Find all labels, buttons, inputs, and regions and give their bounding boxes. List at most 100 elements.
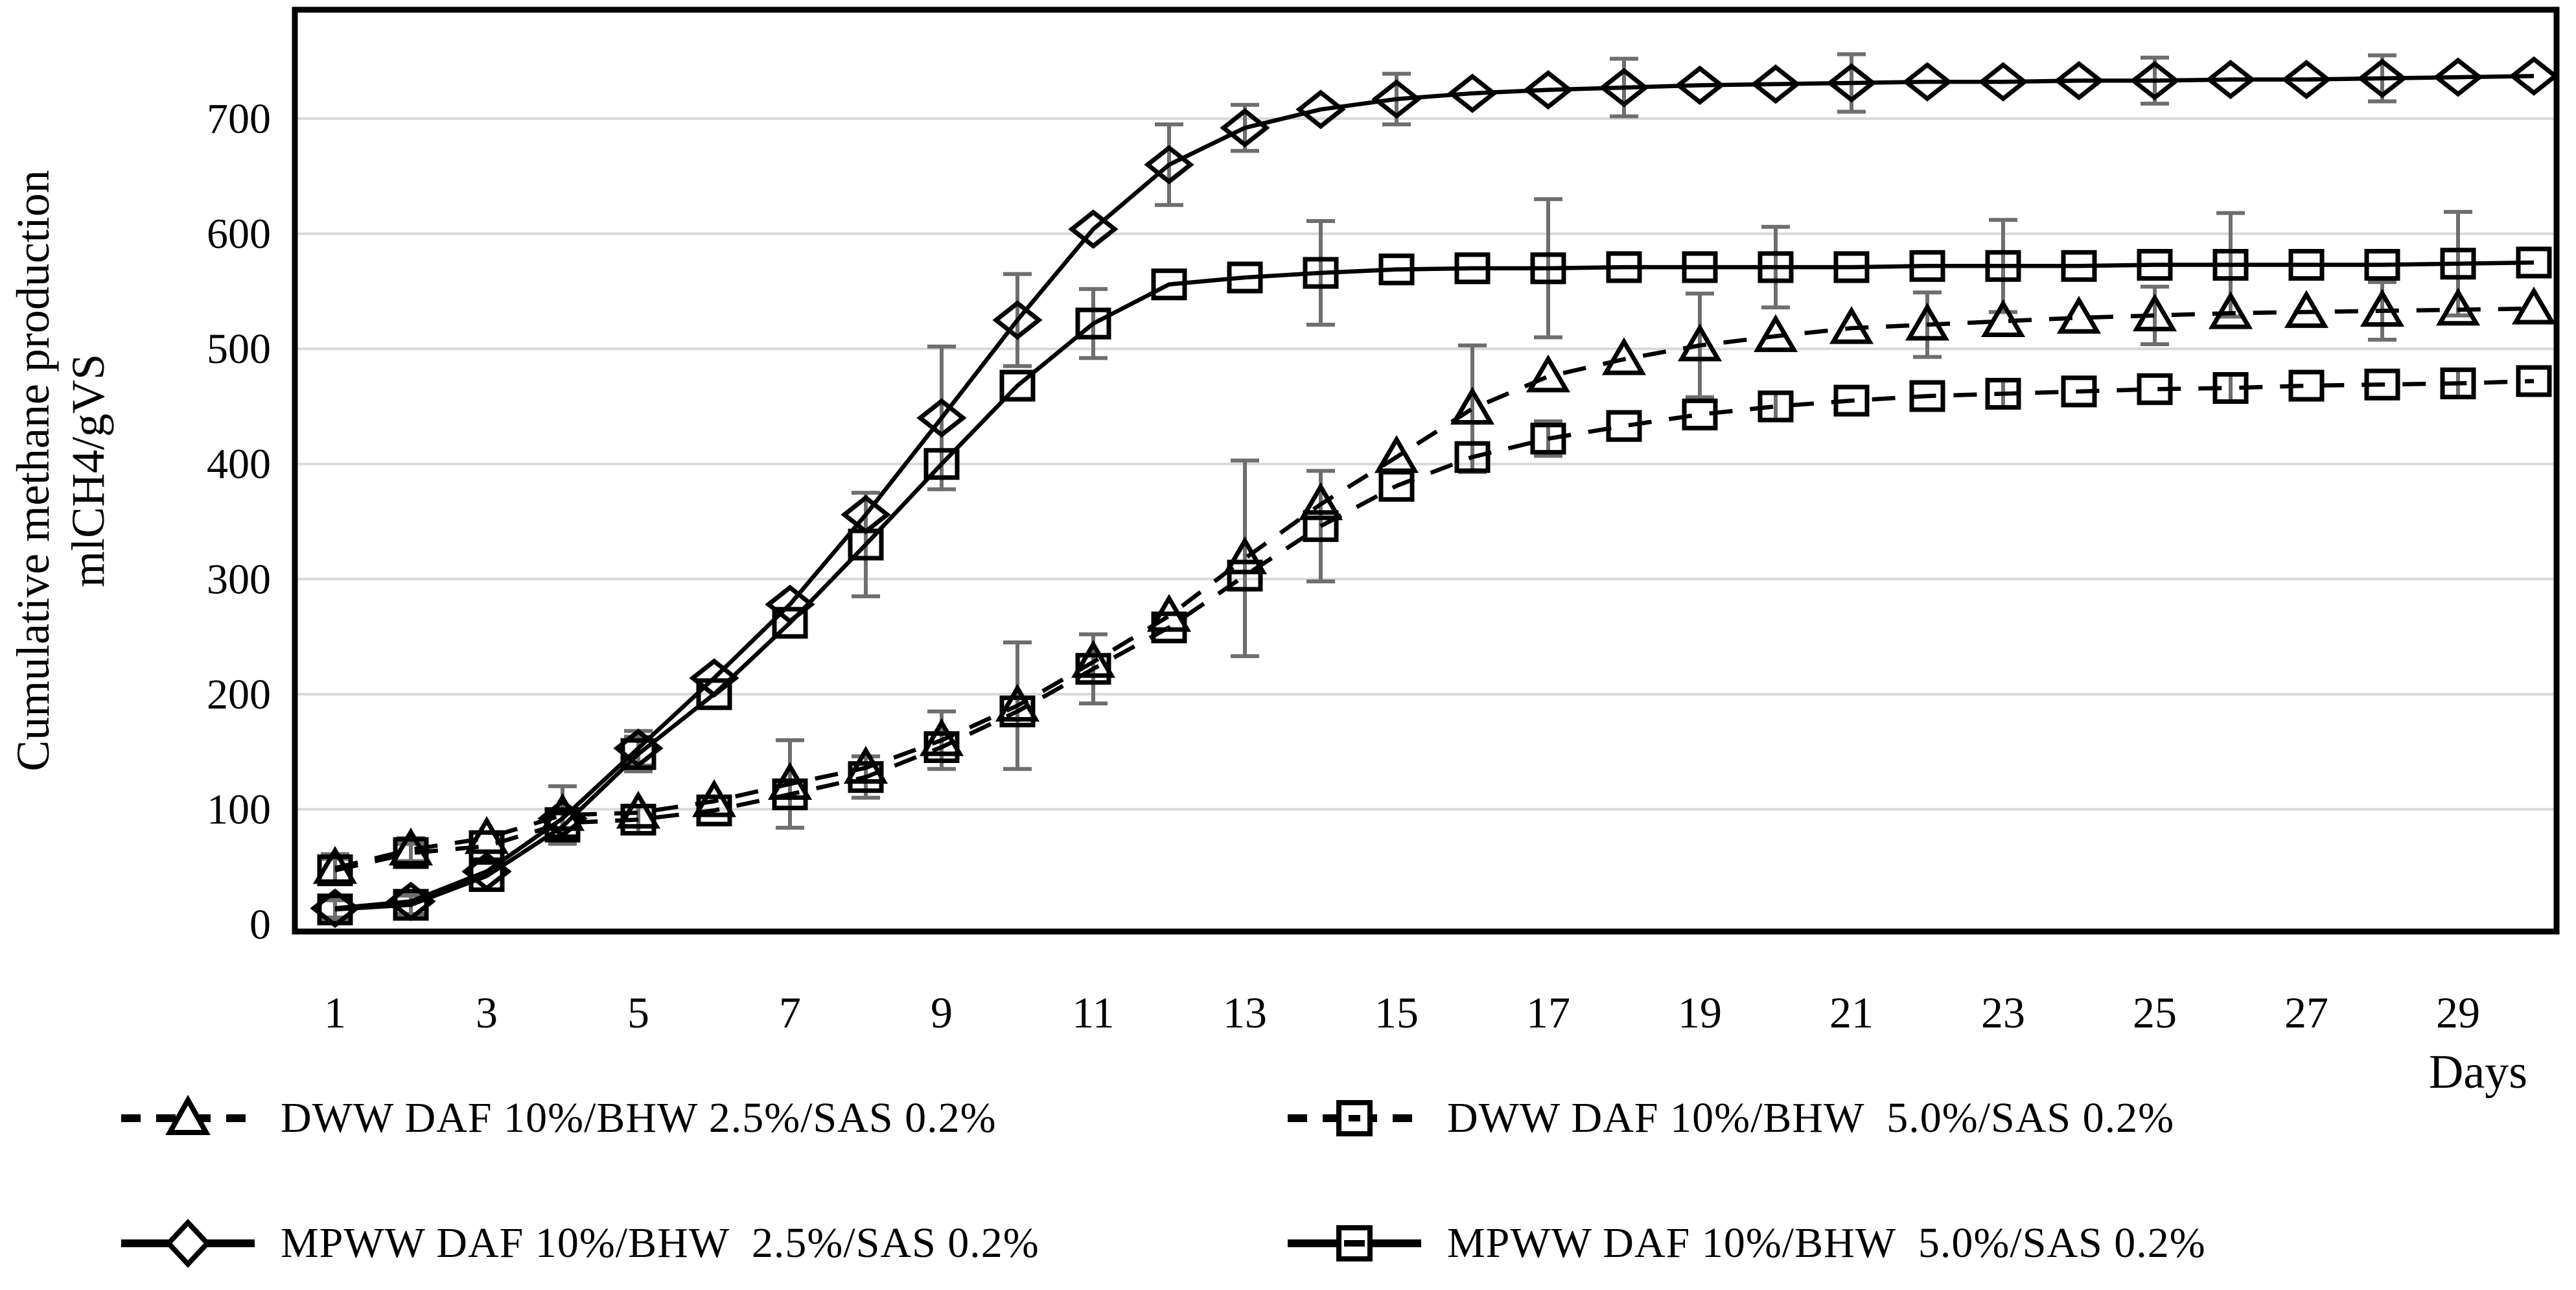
marker-triangle-s0-d27 <box>2284 290 2329 328</box>
marker-triangle-s0-d26 <box>2208 291 2253 329</box>
marker-triangle-s0-d24 <box>2056 296 2102 334</box>
marker-triangle-s0-d3 <box>464 815 509 854</box>
plot-frame <box>292 6 2560 935</box>
marker-diamond-s2-d27 <box>2281 60 2332 100</box>
marker-square-s1-d14 <box>1303 510 1339 543</box>
marker-diamond-s2-d17 <box>1523 70 1573 110</box>
marker-square-s1-d23 <box>1985 377 2021 410</box>
marker-square-s3-d1 <box>317 893 353 926</box>
marker-square-s1-d1 <box>317 854 353 887</box>
x-tick-label-11: 11 <box>1072 988 1114 1037</box>
marker-square-s3-d28 <box>2364 249 2400 281</box>
marker-diamond-s2-d14 <box>1295 89 1346 130</box>
marker-square-s1-d29 <box>2440 367 2476 399</box>
series-line-1 <box>334 379 2535 873</box>
marker-diamond-s2-d5 <box>613 728 664 768</box>
marker-triangle-s0-d25 <box>2132 293 2177 332</box>
marker-square-s1-d22 <box>1909 380 1945 412</box>
marker-square-s3-d5 <box>620 738 656 770</box>
marker-triangle-s0-d16 <box>1450 386 1495 425</box>
marker-square-s3-d11 <box>1075 307 1111 340</box>
marker-square-s3-d17 <box>1530 252 1566 285</box>
marker-triangle-s0-d17 <box>1526 354 1571 393</box>
series-line-2 <box>334 74 2535 911</box>
y-tick-label-500: 500 <box>207 325 271 373</box>
x-tick-label-17: 17 <box>1526 988 1570 1037</box>
marker-square-s3-d4 <box>544 810 581 843</box>
marker-triangle-s0-d8 <box>843 745 888 784</box>
marker-triangle-s0-d30 <box>2511 287 2557 325</box>
marker-square-s1-d7 <box>772 778 808 810</box>
marker-diamond-s2-d22 <box>1902 62 1953 102</box>
marker-square-s1-d2 <box>393 837 429 869</box>
marker-square-s3-d29 <box>2440 248 2476 280</box>
x-tick-label-7: 7 <box>779 988 801 1037</box>
marker-diamond-s2-d16 <box>1447 73 1498 113</box>
marker-square-s3-d25 <box>2137 249 2173 281</box>
x-tick-label-13: 13 <box>1223 988 1267 1037</box>
marker-square-s3-d7 <box>772 607 808 639</box>
marker-diamond-s2-d11 <box>1068 209 1119 249</box>
marker-triangle-s0-d2 <box>388 827 434 866</box>
marker-square-s3-d15 <box>1378 253 1415 286</box>
marker-square-s3-d2 <box>393 889 429 921</box>
marker-triangle-s0-d20 <box>1753 314 1798 353</box>
marker-square-s1-d16 <box>1454 441 1491 473</box>
y-axis-title-line2: mlCH4/gVS <box>62 354 114 587</box>
marker-triangle-s0-d9 <box>919 718 964 756</box>
marker-square-s1-d27 <box>2288 369 2325 402</box>
marker-diamond-s2-d28 <box>2357 58 2408 99</box>
y-tick-label-100: 100 <box>207 786 271 833</box>
marker-triangle-s0-d11 <box>1071 640 1116 678</box>
x-tick-label-3: 3 <box>476 988 498 1037</box>
marker-square-s1-d24 <box>2061 375 2097 408</box>
y-axis-title-line1: Cumulative methane production <box>7 170 59 771</box>
marker-square-s3-d8 <box>848 528 884 561</box>
marker-diamond-s2-d18 <box>1599 67 1649 108</box>
marker-square-s1-d5 <box>620 803 656 836</box>
marker-square-s3-d10 <box>999 369 1036 402</box>
marker-square-s3-d13 <box>1227 261 1263 294</box>
marker-square-s1-d6 <box>696 794 732 827</box>
marker-square-s1-d20 <box>1758 390 1794 423</box>
marker-square-s3-d27 <box>2288 249 2325 281</box>
marker-square-s3-d20 <box>1758 251 1794 283</box>
marker-triangle-s0-d29 <box>2435 287 2481 326</box>
marker-triangle-s0-d22 <box>1905 302 1950 341</box>
marker-square-s3-d22 <box>1909 250 1945 282</box>
marker-square-s1-d17 <box>1530 423 1566 455</box>
x-tick-label-29: 29 <box>2436 988 2480 1037</box>
marker-square-s3-d18 <box>1606 251 1642 283</box>
x-tick-label-25: 25 <box>2133 988 2177 1037</box>
marker-square-s1-d9 <box>923 731 960 764</box>
marker-square-s1-d11 <box>1075 653 1111 685</box>
x-tick-label-19: 19 <box>1678 988 1722 1037</box>
marker-diamond-s2-d29 <box>2433 57 2483 97</box>
marker-diamond-s2-d10 <box>992 300 1043 340</box>
marker-square-s3-d26 <box>2212 249 2249 281</box>
marker-triangle-s0-d10 <box>995 683 1040 722</box>
marker-square-s1-d3 <box>469 830 505 862</box>
marker-square-s1-d8 <box>848 761 884 793</box>
marker-square-s3-d3 <box>469 860 505 892</box>
marker-triangle-s0-d1 <box>312 846 358 884</box>
marker-square-s3-d14 <box>1303 257 1339 289</box>
y-tick-label-200: 200 <box>207 671 271 718</box>
marker-square-s3-d19 <box>1682 251 1718 283</box>
marker-triangle-s0-d6 <box>691 779 737 817</box>
x-tick-label-1: 1 <box>324 988 346 1037</box>
marker-triangle-s0-d23 <box>1980 299 2026 338</box>
marker-diamond-s2-d12 <box>1144 145 1194 185</box>
marker-triangle-s0-d18 <box>1601 337 1647 375</box>
marker-diamond-s2-d4 <box>537 799 588 839</box>
marker-square-s1-d13 <box>1227 559 1263 592</box>
x-tick-label-9: 9 <box>931 988 953 1037</box>
y-tick-label-600: 600 <box>207 211 271 258</box>
marker-diamond-s2-d9 <box>916 398 967 438</box>
marker-square-s1-d30 <box>2516 365 2552 397</box>
y-tick-label-700: 700 <box>207 95 271 143</box>
y-tick-label-300: 300 <box>207 556 271 603</box>
series-line-3 <box>334 260 2535 912</box>
